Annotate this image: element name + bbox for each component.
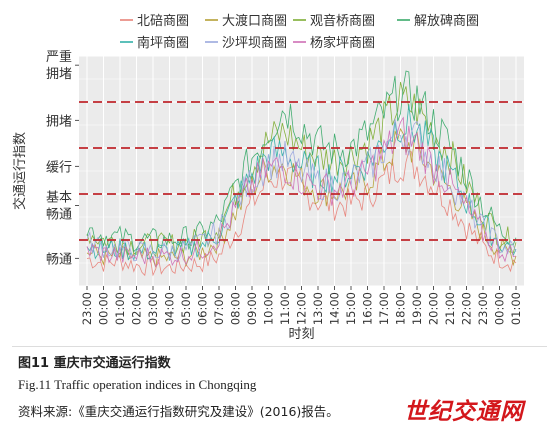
y-tick-label: 拥堵 [46, 114, 72, 129]
x-tick-label: 00:00 [493, 292, 507, 325]
x-tick-label: 18:00 [394, 292, 408, 325]
legend-label: 杨家坪商圈 [310, 35, 375, 51]
x-tick-label: 16:00 [361, 292, 375, 325]
x-tick-label: 07:00 [212, 292, 226, 325]
y-tick-label: 畅通 [46, 208, 72, 223]
figure-caption-cn: 图11 重庆市交通运行指数 [18, 356, 171, 371]
x-tick-label: 01:00 [509, 292, 523, 325]
legend-label: 观音桥商圈 [310, 13, 375, 29]
legend-label: 大渡口商圈 [222, 13, 287, 29]
legend-label: 解放碑商圈 [414, 13, 479, 29]
x-tick-label: 05:00 [179, 292, 193, 325]
x-tick-label: 20:00 [427, 292, 441, 325]
y-tick-label: 缓行 [46, 160, 72, 175]
series-line [86, 118, 517, 263]
y-tick-label: 畅通 [46, 252, 72, 267]
x-tick-label: 19:00 [410, 292, 424, 325]
legend-label: 北碚商圈 [137, 14, 189, 29]
y-tick-label: 严重 [46, 49, 72, 65]
figure-source: 资料来源:《重庆交通运行指数研究及建设》(2016)报告。 [18, 404, 339, 419]
x-tick-label: 04:00 [163, 292, 177, 325]
legend-label: 南坪商圈 [137, 35, 189, 51]
x-tick-label: 11:00 [278, 292, 292, 325]
x-tick-label: 13:00 [311, 292, 325, 325]
x-tick-label: 14:00 [328, 292, 342, 325]
x-tick-label: 21:00 [443, 292, 457, 325]
x-axis-title: 时刻 [288, 327, 314, 342]
x-tick-label: 01:00 [113, 292, 127, 325]
x-tick-label: 00:00 [97, 292, 111, 325]
series-line [86, 116, 517, 268]
x-tick-label: 15:00 [344, 292, 358, 325]
x-tick-label: 08:00 [229, 292, 243, 325]
series-line [86, 70, 517, 253]
x-tick-label: 06:00 [196, 292, 210, 325]
x-tick-label: 02:00 [130, 292, 144, 325]
legend-label: 沙坪坝商圈 [222, 36, 287, 51]
x-tick-label: 23:00 [80, 292, 94, 325]
x-tick-label: 10:00 [262, 292, 276, 325]
watermark-logo: 世纪交通网 [404, 398, 524, 425]
x-tick-label: 09:00 [245, 292, 259, 325]
figure-caption-en: Fig.11 Traffic operation indices in Chon… [18, 377, 257, 392]
x-tick-label: 17:00 [377, 292, 391, 325]
x-tick-label: 22:00 [460, 292, 474, 325]
series-line [86, 104, 517, 261]
caption-divider [12, 346, 547, 347]
x-tick-label: 03:00 [146, 292, 160, 325]
y-axis-title: 交通运行指数 [12, 132, 28, 210]
y-tick-label: 拥堵 [46, 67, 72, 82]
x-tick-label: 23:00 [476, 292, 490, 325]
y-tick-label: 基本 [46, 191, 72, 206]
series-line [86, 81, 517, 258]
x-tick-label: 12:00 [295, 292, 309, 325]
